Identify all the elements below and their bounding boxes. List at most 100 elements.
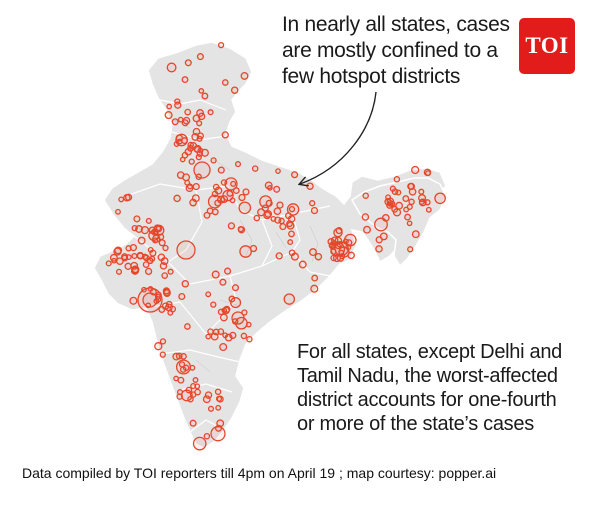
- hotspot-marker: [338, 246, 350, 258]
- hotspot-marker: [333, 227, 343, 238]
- hotspot-marker: [192, 377, 199, 383]
- hotspot-marker: [288, 205, 296, 213]
- hotspot-marker: [191, 194, 200, 203]
- hotspot-marker: [136, 251, 144, 260]
- toi-logo: TOI: [519, 18, 575, 74]
- annotation-worst-district: For all states, except Delhi and Tamil N…: [297, 340, 562, 436]
- hotspot-marker: [115, 208, 121, 215]
- hotspot-marker: [275, 168, 281, 174]
- hotspot-marker: [193, 161, 211, 179]
- hotspot-marker: [230, 297, 242, 309]
- hotspot-marker: [171, 118, 179, 126]
- hotspot-marker: [411, 165, 420, 175]
- hotspot-marker: [196, 120, 203, 127]
- hotspot-marker: [105, 260, 112, 267]
- hotspot-marker: [375, 236, 383, 244]
- hotspot-marker: [179, 156, 186, 163]
- hotspot-marker: [203, 432, 211, 440]
- hotspot-marker: [217, 41, 225, 49]
- hotspot-marker: [287, 239, 294, 246]
- source-credit: Data compiled by TOI reporters till 4pm …: [22, 465, 497, 481]
- hotspot-marker: [161, 272, 169, 279]
- hotspot-marker: [210, 157, 217, 164]
- hotspot-marker: [189, 364, 196, 371]
- hotspot-marker: [407, 246, 414, 253]
- hotspot-marker: [219, 342, 228, 352]
- annotation-line: district accounts for one-fourth: [297, 389, 557, 411]
- hotspot-marker: [115, 268, 123, 275]
- curved-arrow-icon: [300, 91, 377, 184]
- hotspot-marker: [230, 86, 239, 94]
- hotspot-marker: [173, 375, 179, 382]
- hotspot-marker: [205, 291, 212, 298]
- hotspot-marker: [424, 199, 431, 206]
- hotspot-marker: [124, 262, 132, 270]
- hotspot-marker: [404, 213, 412, 221]
- hotspot-marker: [306, 182, 314, 190]
- annotation-line: are mostly confined to a: [282, 39, 498, 62]
- hotspot-marker: [125, 245, 132, 252]
- hotspot-marker: [153, 224, 165, 236]
- hotspot-marker: [242, 188, 250, 196]
- hotspot-marker: [184, 59, 192, 67]
- hotspot-marker: [182, 364, 190, 372]
- hotspot-marker: [375, 245, 383, 253]
- hotspot-marker: [173, 194, 181, 203]
- hotspot-marker: [314, 252, 323, 261]
- hotspot-marker: [207, 328, 214, 335]
- hotspot-marker: [178, 292, 186, 301]
- hotspot-marker: [167, 268, 174, 275]
- hotspot-marker: [273, 207, 282, 216]
- hotspot-marker: [181, 76, 189, 84]
- hotspot-marker: [230, 180, 237, 187]
- hotspot-marker: [174, 98, 181, 105]
- hotspot-marker: [201, 92, 209, 100]
- hotspot-marker: [166, 103, 173, 110]
- hotspot-marker: [309, 248, 317, 257]
- hotspot-marker: [133, 215, 141, 223]
- hotspot-marker: [159, 338, 167, 345]
- annotation-line: In nearly all states, cases: [282, 13, 510, 36]
- hotspot-marker: [124, 193, 133, 201]
- hotspot-marker: [219, 313, 228, 322]
- hotspot-marker: [178, 361, 186, 368]
- hotspot-marker: [231, 311, 245, 325]
- hotspot-marker: [215, 395, 223, 402]
- annotation-line: For all states, except Delhi and: [297, 341, 562, 363]
- hotspot-marker: [222, 306, 230, 315]
- hotspot-marker: [227, 222, 236, 230]
- hotspot-marker: [363, 225, 371, 234]
- hotspot-marker: [240, 71, 249, 80]
- hotspot-marker: [214, 388, 222, 396]
- hotspot-marker: [154, 342, 163, 351]
- hotspot-marker: [177, 376, 185, 384]
- hotspot-marker: [406, 203, 413, 210]
- hotspot-marker: [184, 323, 191, 330]
- hotspot-marker: [131, 252, 138, 260]
- hotspot-marker: [118, 196, 125, 203]
- hotspot-marker: [212, 183, 220, 191]
- annotation-line: few hotspot districts: [282, 65, 461, 88]
- hotspot-marker: [434, 192, 446, 205]
- hotspot-marker: [159, 351, 166, 358]
- hotspot-marker: [206, 207, 214, 215]
- hotspot-marker: [221, 79, 229, 86]
- hotspot-marker: [163, 289, 171, 297]
- hotspot-marker: [385, 194, 392, 201]
- hotspot-marker: [402, 195, 410, 203]
- hotspot-marker: [180, 353, 187, 360]
- hotspot-marker: [231, 284, 240, 292]
- hotspot-marker: [217, 166, 225, 174]
- hotspot-marker: [211, 190, 219, 198]
- hotspot-marker: [411, 230, 420, 239]
- hotspot-marker: [192, 182, 200, 191]
- hotspot-marker: [290, 252, 299, 261]
- annotation-hotspots: In nearly all states, cases are mostly c…: [282, 12, 510, 90]
- hotspot-marker: [164, 111, 173, 120]
- hotspot-marker: [189, 391, 197, 398]
- hotspot-marker: [197, 112, 206, 121]
- hotspot-marker: [215, 404, 222, 411]
- hotspot-marker: [389, 200, 396, 207]
- hotspot-marker: [391, 188, 399, 195]
- hotspot-marker: [278, 217, 285, 225]
